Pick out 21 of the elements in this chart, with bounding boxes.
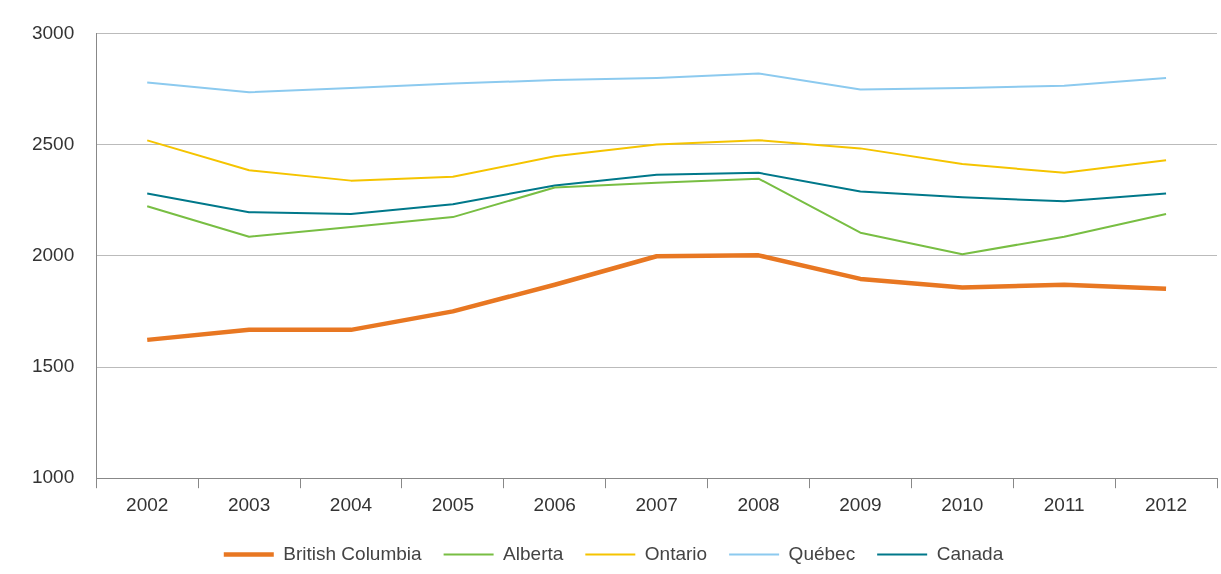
legend-label: Alberta [503,542,564,564]
x-tick-label: 2003 [227,493,271,515]
y-tick-label: 1500 [31,355,75,377]
x-tick-label: 2002 [126,493,169,515]
x-tick-label: 2008 [737,493,780,515]
x-tick-label: 2006 [533,493,576,515]
legend-label: British Columbia [283,542,423,564]
x-tick-label: 2005 [431,493,474,515]
x-tick-label: 2011 [1043,493,1085,515]
x-tick-label: 2004 [329,493,373,515]
y-tick-label: 2000 [31,244,75,266]
x-tick-label: 2012 [1144,493,1188,515]
x-tick-label: 2007 [635,493,678,515]
y-tick-label: 1000 [31,466,75,488]
legend-label: Ontario [644,542,708,564]
x-tick-label: 2009 [839,493,882,515]
y-tick-label: 2500 [31,132,75,154]
x-tick-label: 2010 [941,493,984,515]
y-tick-label: 3000 [31,21,75,43]
legend-label: Québec [788,542,856,564]
legend-label: Canada [936,542,1004,564]
